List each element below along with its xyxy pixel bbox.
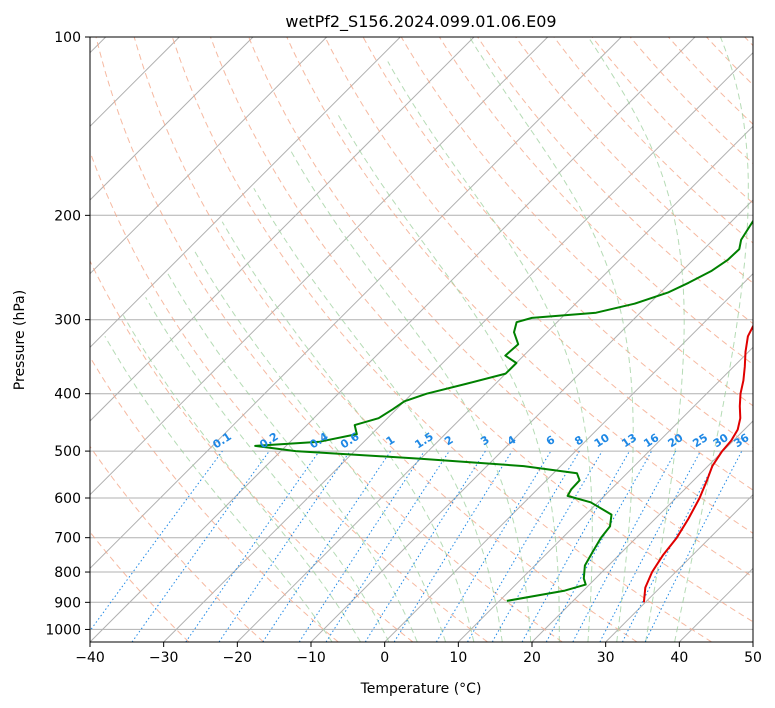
y-tick-label: 800 bbox=[54, 565, 81, 581]
moist-adiabat bbox=[289, 149, 532, 642]
y-tick-label: 700 bbox=[54, 531, 81, 547]
isotherm-line bbox=[531, 420, 753, 642]
moist-adiabat bbox=[104, 336, 333, 642]
isotherm-line bbox=[163, 51, 753, 642]
isotherm-line bbox=[90, 37, 696, 642]
y-tick-label: 600 bbox=[54, 491, 81, 507]
dewpoint-line bbox=[254, 219, 753, 602]
x-tick-label: −30 bbox=[149, 650, 179, 666]
x-tick-label: −40 bbox=[75, 650, 105, 666]
dry-adiabat bbox=[286, 37, 753, 534]
isotherm-line bbox=[384, 272, 753, 642]
temperature-line bbox=[642, 324, 753, 603]
isotherm-line bbox=[236, 125, 753, 642]
mixing-ratio-line bbox=[218, 450, 351, 642]
isotherm-line bbox=[90, 37, 622, 570]
moist-adiabat bbox=[587, 37, 685, 642]
isotherm-line bbox=[90, 37, 401, 349]
y-tick-label: 500 bbox=[54, 444, 81, 460]
sounding-traces bbox=[254, 219, 753, 603]
dry-adiabat bbox=[324, 37, 753, 491]
moist-adiabat bbox=[337, 113, 560, 642]
x-tick-label: 0 bbox=[380, 650, 389, 666]
x-tick-label: 30 bbox=[597, 650, 615, 666]
isotherm-line bbox=[605, 493, 753, 642]
x-tick-label: 10 bbox=[449, 650, 467, 666]
moist-adiabat bbox=[122, 315, 362, 642]
dry-adiabat bbox=[90, 356, 339, 642]
mixing-ratio-line bbox=[521, 450, 630, 642]
moist-adiabat bbox=[253, 187, 503, 642]
mixing-ratio-line bbox=[325, 450, 450, 642]
y-tick-label: 1000 bbox=[45, 622, 81, 638]
mixing-ratio-line bbox=[545, 450, 653, 642]
x-tick-label: 40 bbox=[670, 650, 688, 666]
dry-adiabat bbox=[90, 259, 414, 642]
mixing-ratio-line bbox=[572, 450, 677, 642]
dry-adiabat bbox=[248, 37, 753, 578]
mixing-ratio-line bbox=[131, 450, 270, 642]
chart-title: wetPf2_S156.2024.099.01.06.E09 bbox=[285, 12, 556, 32]
plot-frame bbox=[89, 36, 754, 643]
y-tick-label: 200 bbox=[54, 208, 81, 224]
y-tick-label: 300 bbox=[54, 313, 81, 329]
moist-adiabat bbox=[194, 251, 446, 642]
x-tick-label: 20 bbox=[523, 650, 541, 666]
x-axis-label: Temperature (°C) bbox=[360, 681, 482, 697]
x-tick-label: −20 bbox=[223, 650, 253, 666]
isotherm-line bbox=[457, 346, 753, 642]
dry-adiabat bbox=[515, 37, 753, 284]
y-tick-label: 100 bbox=[54, 30, 81, 46]
axes: −40 −30 −20 −10 0 10 20 30 40 50 100 200 300 400 500 60… bbox=[45, 30, 762, 666]
moist-adiabat bbox=[387, 61, 593, 642]
mixing-ratio-line bbox=[262, 450, 392, 642]
moist-adiabat bbox=[221, 221, 475, 642]
dry-adiabat bbox=[171, 37, 712, 642]
dry-adiabat bbox=[90, 445, 264, 642]
mixing-ratio-line bbox=[644, 450, 743, 642]
isotherm-line bbox=[90, 37, 254, 201]
dry-adiabat bbox=[95, 37, 563, 642]
dry-adiabat bbox=[210, 37, 753, 623]
mixing-ratio-line bbox=[393, 450, 513, 642]
mixing-ratio-line bbox=[90, 450, 223, 632]
moist-adiabat bbox=[145, 297, 390, 642]
isotherm-line bbox=[90, 37, 328, 275]
y-tick-label: 400 bbox=[54, 387, 81, 403]
y-axis-label: Pressure (hPa) bbox=[12, 290, 28, 390]
mixing-ratio-line bbox=[185, 450, 320, 642]
y-tick-label: 900 bbox=[54, 595, 81, 611]
mixing-ratio-line bbox=[298, 450, 425, 642]
isotherm-line bbox=[90, 37, 549, 496]
dry-adiabat bbox=[133, 37, 638, 642]
moist-adiabat bbox=[674, 37, 749, 642]
x-tick-label: −10 bbox=[296, 650, 326, 666]
x-tick-label: 50 bbox=[744, 650, 762, 666]
moist-adiabat bbox=[166, 272, 418, 642]
background-lines bbox=[90, 37, 753, 642]
